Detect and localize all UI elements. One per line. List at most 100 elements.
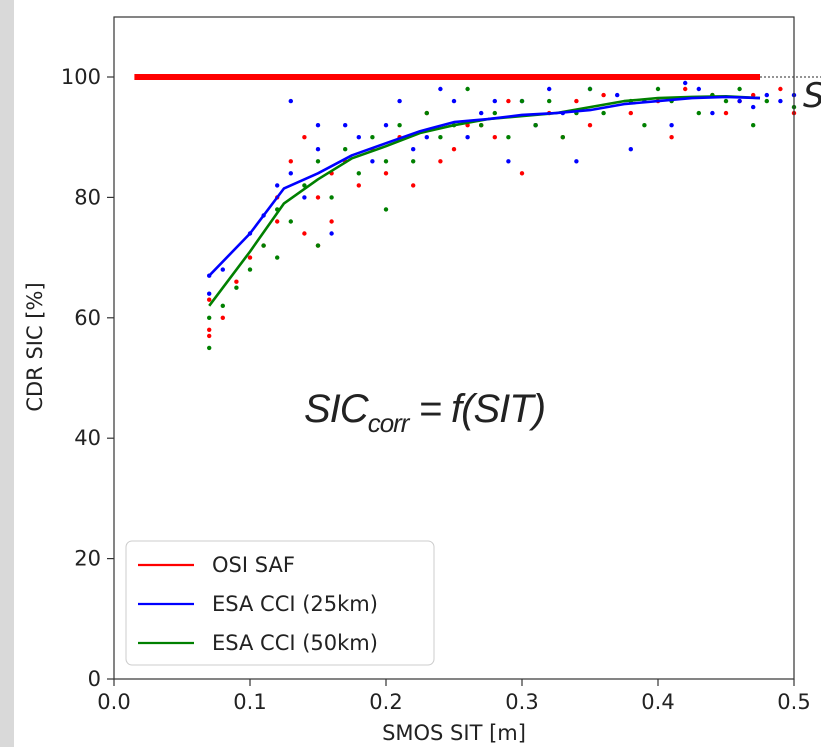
point-series0-5 (247, 255, 253, 260)
point-series0-35 (601, 92, 606, 98)
point-series1-37 (696, 86, 701, 92)
point-series1-23 (492, 98, 497, 104)
x-tick-label-2: 0.2 (369, 690, 402, 714)
point-series1-20 (451, 98, 457, 104)
point-series1-16 (397, 98, 402, 104)
annotation-formula: SICcorr = f(SIT) (304, 387, 545, 438)
x-tick-label-0: 0.0 (97, 690, 130, 714)
point-series0-23 (438, 159, 443, 164)
point-series2-15 (370, 135, 375, 140)
point-series1-18 (424, 135, 429, 140)
point-series1-41 (764, 92, 769, 98)
x-axis-label: SMOS SIT [m] (382, 721, 526, 745)
y-tick-label-3: 60 (74, 306, 101, 330)
plot-area-frame (113, 16, 795, 680)
point-series2-27 (519, 98, 525, 104)
point-series0-3 (220, 315, 225, 320)
legend: OSI SAF ESA CCI (25km) ESA CCI (50km) (125, 540, 435, 666)
point-series1-12 (343, 123, 348, 128)
point-series2-35 (642, 123, 647, 128)
point-series2-5 (261, 243, 266, 248)
point-series2-4 (247, 267, 253, 272)
point-series0-4 (234, 279, 239, 284)
point-series2-2 (220, 303, 225, 308)
point-series2-10 (315, 243, 321, 248)
point-series0-38 (669, 135, 674, 140)
point-series0-1 (207, 333, 212, 339)
point-series1-39 (737, 98, 742, 104)
y-tick-label-5: 100 (61, 65, 101, 89)
legend-label-osi-saf: OSI SAF (212, 553, 295, 577)
point-series2-41 (723, 98, 729, 104)
point-series0-14 (329, 219, 334, 224)
point-series2-24 (479, 123, 484, 128)
point-series1-21 (465, 135, 470, 140)
point-series1-14 (370, 159, 375, 164)
point-series1-35 (669, 123, 674, 128)
point-series1-19 (438, 86, 443, 92)
point-series0-19 (383, 171, 389, 176)
point-series1-31 (615, 92, 620, 98)
y-tick-label-2: 40 (74, 426, 101, 450)
point-series2-29 (547, 98, 552, 104)
point-series0-39 (683, 86, 688, 92)
point-series2-19 (411, 159, 416, 164)
point-series2-36 (655, 86, 661, 92)
point-series2-6 (275, 255, 280, 260)
point-series2-32 (587, 86, 593, 92)
point-series2-13 (343, 147, 348, 152)
series-line-1 (208, 95, 761, 277)
point-series1-17 (411, 147, 416, 152)
annotation-suffix: = f(SIT) (408, 387, 545, 431)
point-series2-25 (492, 110, 497, 116)
point-series0-44 (778, 86, 783, 92)
point-series1-15 (383, 123, 389, 128)
point-series2-14 (356, 171, 361, 176)
point-series0-33 (574, 98, 579, 104)
point-series2-3 (234, 285, 239, 290)
x-tick-label-5: 0.5 (777, 690, 810, 714)
point-series1-40 (751, 104, 756, 110)
y-tick-label-1: 20 (74, 547, 101, 571)
point-series2-39 (696, 110, 701, 116)
point-series1-27 (547, 86, 552, 92)
point-series2-8 (288, 219, 293, 224)
point-series1-7 (288, 171, 293, 176)
point-series2-23 (465, 86, 470, 92)
point-series0-0 (207, 327, 212, 332)
point-series2-30 (560, 135, 565, 140)
x-tick-label-3: 0.3 (505, 690, 538, 714)
y-tick-label-0: 0 (88, 667, 101, 691)
point-series2-42 (737, 86, 742, 92)
y-axis-ticks: 0 20 40 60 80 100 (61, 65, 114, 691)
point-series1-8 (302, 195, 307, 200)
point-series1-24 (506, 159, 511, 164)
point-series0-28 (506, 98, 511, 104)
point-series1-11 (329, 231, 334, 236)
point-series2-44 (764, 98, 769, 104)
point-series0-24 (451, 147, 457, 152)
point-series1-10 (315, 147, 321, 152)
annotation-subscript: corr (368, 408, 411, 438)
point-series2-33 (601, 110, 606, 116)
point-series2-0 (207, 345, 212, 351)
point-series0-21 (411, 183, 416, 188)
point-series0-9 (288, 159, 293, 164)
point-series0-43 (751, 92, 756, 98)
point-series1-9 (315, 123, 321, 128)
point-series2-16 (383, 207, 389, 212)
lines-layer (134, 74, 821, 307)
point-series1-13 (356, 135, 361, 140)
legend-label-esa-cci-25km: ESA CCI (25km) (212, 592, 378, 616)
point-series1-42 (778, 98, 783, 104)
point-series2-1 (207, 315, 212, 320)
point-series2-26 (506, 135, 511, 140)
point-series0-41 (723, 110, 729, 116)
legend-label-esa-cci-50km: ESA CCI (50km) (212, 631, 378, 655)
x-axis-ticks: 0.0 0.1 0.2 0.3 0.4 0.5 (97, 679, 811, 714)
point-series2-11 (315, 159, 321, 164)
y-axis-label: CDR SIC [%] (23, 282, 47, 411)
legend-box (125, 540, 435, 666)
point-series0-2 (207, 297, 212, 302)
